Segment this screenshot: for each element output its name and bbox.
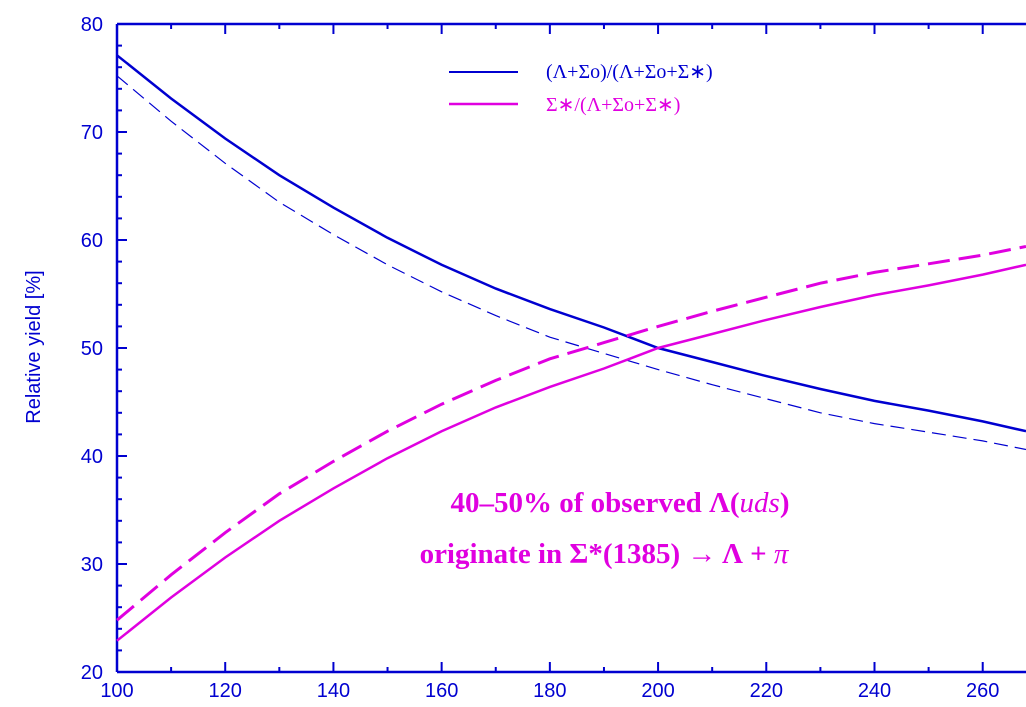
x-tick-label: 100 — [100, 680, 133, 702]
annotation-line-1-suffix: ) — [780, 487, 790, 519]
annotation-line-1-prefix: 40–50% of observed Λ( — [451, 487, 740, 519]
y-tick-label: 80 — [81, 14, 103, 36]
legend-label-blue: (Λ+Σo)/(Λ+Σo+Σ∗) — [546, 61, 713, 83]
x-tick-label: 140 — [317, 680, 350, 702]
y-axis-title: Relative yield [%] — [23, 270, 45, 423]
y-tick-label: 50 — [81, 338, 103, 360]
x-tick-label: 120 — [209, 680, 242, 702]
series-lines — [116, 54, 1026, 642]
x-tick-labels: 100 120 140 160 180 200 220 240 260 — [100, 680, 999, 702]
series-line-0 — [116, 54, 1026, 433]
y-tick-label: 20 — [81, 662, 103, 684]
tick-marks — [116, 23, 984, 673]
legend: (Λ+Σo)/(Λ+Σo+Σ∗) Σ∗/(Λ+Σo+Σ∗) — [449, 61, 713, 116]
series-line-3 — [116, 245, 1026, 622]
annotation-line-1: 40–50% of observed Λ(uds) — [451, 487, 790, 519]
series-line-2 — [116, 263, 1026, 642]
y-tick-label: 60 — [81, 230, 103, 252]
annotation-line-2-prefix: originate in Σ*(1385) → Λ + — [420, 538, 774, 570]
x-tick-label: 220 — [750, 680, 783, 702]
x-tick-label: 240 — [858, 680, 891, 702]
annotation-line-2: originate in Σ*(1385) → Λ + π — [420, 538, 790, 570]
legend-label-magenta: Σ∗/(Λ+Σo+Σ∗) — [546, 94, 680, 116]
annotation-line-1-italic: uds — [740, 487, 780, 519]
x-tick-label: 160 — [425, 680, 458, 702]
axes-frame — [115, 22, 1026, 674]
y-tick-label: 40 — [81, 446, 103, 468]
y-tick-label: 30 — [81, 554, 103, 576]
x-tick-label: 200 — [641, 680, 674, 702]
series-line-1 — [116, 75, 1026, 451]
annotation-line-2-italic: π — [774, 538, 790, 570]
x-tick-label: 260 — [966, 680, 999, 702]
x-tick-label: 180 — [533, 680, 566, 702]
y-tick-labels: 20 30 40 50 60 70 80 — [81, 14, 103, 684]
y-tick-label: 70 — [81, 122, 103, 144]
